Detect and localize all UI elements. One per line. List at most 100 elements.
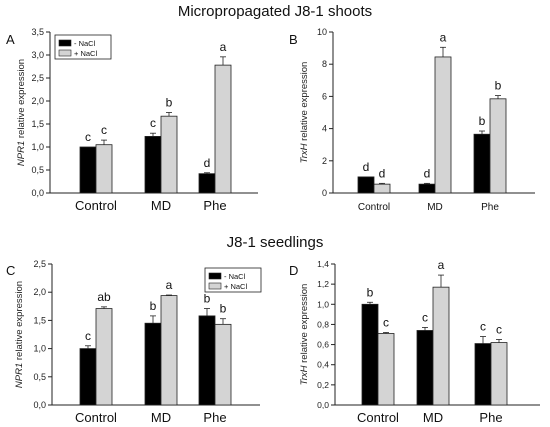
y-tick-label-b: 0	[322, 188, 327, 198]
significance-letter-b: d	[363, 160, 370, 174]
y-tick-label-b: 10	[317, 27, 327, 37]
significance-letter-b: d	[379, 166, 386, 180]
y-tick-label-a: 1,5	[31, 119, 44, 129]
y-tick-label-d: 0,0	[317, 400, 329, 410]
significance-letter-a: d	[204, 156, 211, 170]
category-label-c: Phe	[203, 410, 226, 425]
category-label-d: MD	[423, 410, 443, 425]
significance-letter-a: a	[220, 40, 227, 54]
legend-label-a: + NaCl	[74, 49, 97, 58]
bar-c-plus-nacl	[214, 323, 232, 406]
y-tick-label-b: 6	[322, 91, 327, 101]
category-label-c: MD	[151, 410, 171, 425]
y-tick-label-a: 3,5	[31, 27, 44, 37]
category-label-d: Phe	[479, 410, 502, 425]
y-tick-label-c: 0,0	[33, 400, 46, 410]
significance-letter-c: b	[204, 292, 211, 306]
significance-letter-b: b	[495, 79, 502, 93]
y-tick-label-a: 3,0	[31, 50, 44, 60]
significance-letter-d: a	[438, 258, 445, 272]
bar-d-plus-nacl	[377, 333, 395, 406]
y-tick-label-d: 0,2	[317, 380, 329, 390]
y-tick-label-d: 1,4	[317, 259, 329, 269]
y-tick-label-c: 0,5	[33, 372, 46, 382]
bar-b-plus-nacl	[434, 56, 452, 194]
significance-letter-c: c	[85, 329, 91, 343]
y-tick-label-a: 2,0	[31, 96, 44, 106]
legend-swatch-a	[58, 49, 72, 57]
significance-letter-d: c	[383, 315, 389, 329]
bar-b-minus-nacl	[357, 176, 375, 194]
bar-a-plus-nacl	[95, 144, 113, 194]
y-axis-title-c: NPR1 relative expression	[14, 281, 25, 388]
y-axis-title-d: TrxH relative expression	[299, 284, 310, 386]
legend-label-a: - NaCl	[74, 39, 96, 48]
bar-a-minus-nacl	[198, 173, 216, 194]
y-tick-label-b: 4	[322, 124, 327, 134]
significance-letter-c: b	[150, 299, 157, 313]
significance-letter-c: a	[166, 278, 173, 292]
significance-letter-c: b	[220, 302, 227, 316]
panel-label-d: D	[289, 263, 298, 278]
y-tick-label-c: 1,5	[33, 315, 46, 325]
y-tick-label-a: 0,0	[31, 188, 44, 198]
bar-c-minus-nacl	[198, 315, 216, 406]
y-tick-label-d: 0,8	[317, 319, 329, 329]
legend-swatch-c	[208, 282, 222, 290]
y-tick-label-d: 0,4	[317, 360, 329, 370]
significance-letter-c: ab	[97, 290, 111, 304]
significance-letter-b: a	[440, 30, 447, 44]
significance-letter-a: b	[166, 96, 173, 110]
y-tick-label-d: 1,0	[317, 299, 329, 309]
bar-d-plus-nacl	[432, 286, 450, 406]
category-label-d: Control	[357, 410, 399, 425]
legend-label-c: - NaCl	[224, 272, 246, 281]
legend-label-c: + NaCl	[224, 282, 247, 291]
significance-letter-a: c	[85, 130, 91, 144]
section-title-shoots: Micropropagated J8-1 shoots	[177, 3, 373, 20]
section-title-seedlings: J8-1 seedlings	[226, 234, 324, 251]
category-label-b: MD	[427, 202, 443, 213]
bar-d-minus-nacl	[474, 343, 492, 406]
bar-b-minus-nacl	[418, 183, 436, 194]
y-tick-label-b: 2	[322, 156, 327, 166]
bar-c-plus-nacl	[95, 308, 113, 406]
bar-d-minus-nacl	[416, 330, 434, 406]
y-axis-title-a: NPR1 relative expression	[16, 59, 27, 166]
bar-d-plus-nacl	[490, 342, 508, 406]
panel-label-b: B	[289, 32, 298, 47]
legend-swatch-a	[58, 39, 72, 47]
bar-a-plus-nacl	[160, 115, 178, 194]
y-tick-label-a: 0,5	[31, 165, 44, 175]
significance-letter-b: d	[424, 166, 431, 180]
significance-letter-d: c	[422, 310, 428, 324]
y-tick-label-d: 0,6	[317, 340, 329, 350]
bar-c-plus-nacl	[160, 295, 178, 406]
category-label-b: Control	[358, 202, 390, 213]
significance-letter-b: b	[479, 114, 486, 128]
y-tick-label-b: 8	[322, 59, 327, 69]
y-tick-label-c: 2,5	[33, 259, 46, 269]
y-tick-label-d: 1,2	[317, 279, 329, 289]
y-tick-label-c: 1,0	[33, 344, 46, 354]
significance-letter-d: b	[367, 285, 374, 299]
bar-c-minus-nacl	[79, 348, 97, 406]
y-tick-label-c: 2,0	[33, 287, 46, 297]
bar-b-minus-nacl	[473, 133, 491, 194]
bar-a-minus-nacl	[79, 146, 97, 194]
category-label-a: Control	[75, 198, 117, 213]
legend-swatch-c	[208, 272, 222, 280]
y-axis-title-b: TrxH relative expression	[299, 62, 310, 164]
y-tick-label-a: 2,5	[31, 73, 44, 83]
category-label-a: MD	[151, 198, 171, 213]
panel-label-a: A	[6, 32, 15, 47]
bar-b-plus-nacl	[489, 98, 507, 194]
bar-a-minus-nacl	[144, 136, 162, 194]
bar-b-plus-nacl	[373, 183, 391, 194]
y-tick-label-a: 1,0	[31, 142, 44, 152]
significance-letter-a: c	[101, 123, 107, 137]
significance-letter-d: c	[496, 323, 502, 337]
category-label-a: Phe	[203, 198, 226, 213]
bar-c-minus-nacl	[144, 322, 162, 406]
